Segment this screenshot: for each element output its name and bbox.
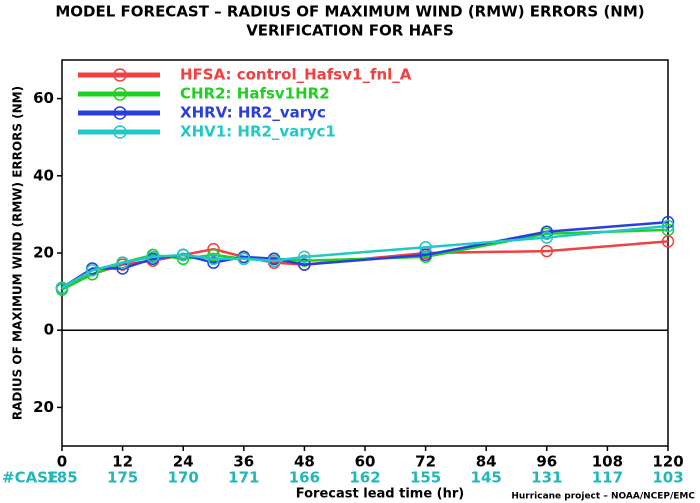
legend-label: XHRV: HR2_varyc	[180, 104, 326, 122]
series-marker	[176, 248, 190, 262]
y-tick-label: 0	[44, 321, 54, 339]
series-marker	[419, 248, 432, 262]
legend-label: XHV1: HR2_varyc1	[180, 123, 336, 141]
case-count: 185	[46, 469, 77, 487]
case-count: 145	[471, 469, 502, 487]
legend-marker	[113, 87, 127, 101]
legend-marker	[113, 125, 127, 139]
case-label: #CASE	[2, 469, 58, 487]
x-axis-label: Forecast lead time (hr)	[296, 487, 464, 502]
x-tick-label: 96	[536, 453, 557, 471]
y-tick-label: 20	[33, 398, 54, 416]
series-marker	[55, 281, 69, 294]
series-marker	[661, 215, 675, 229]
series-marker	[540, 244, 554, 258]
chart-subtitle: VERIFICATION FOR HAFS	[246, 22, 454, 40]
series-marker	[661, 219, 675, 233]
chart-title: MODEL FORECAST – RADIUS OF MAXIMUM WIND …	[55, 3, 644, 21]
y-tick-label: 20	[33, 244, 54, 262]
series-marker	[540, 231, 554, 244]
case-count: 162	[349, 469, 380, 487]
series-marker	[116, 256, 129, 269]
series-marker	[298, 258, 311, 271]
series-marker	[86, 264, 99, 277]
x-tick-label: 60	[355, 453, 376, 471]
x-tick-label: 108	[592, 453, 623, 471]
series-marker	[207, 256, 220, 269]
x-tick-label: 12	[112, 453, 133, 471]
x-tick-label: 24	[173, 453, 194, 471]
series-marker	[146, 250, 160, 264]
case-count: 166	[289, 469, 320, 487]
legend-marker	[113, 68, 127, 82]
case-count: 131	[531, 469, 562, 487]
case-count: 117	[592, 469, 623, 487]
case-count: 175	[107, 469, 138, 487]
series-marker	[176, 252, 190, 266]
x-tick-label: 48	[294, 453, 315, 471]
legend-marker	[113, 106, 127, 120]
series-marker	[207, 252, 220, 266]
y-axis-label: RADIUS OF MAXIMUM WIND (RMW) ERRORS (NM)	[11, 86, 25, 420]
legend-label: CHR2: Hafsv1HR2	[180, 85, 330, 103]
x-tick-label: 84	[476, 453, 497, 471]
series-marker	[419, 240, 432, 254]
series-marker	[207, 248, 220, 262]
series-marker	[298, 254, 311, 267]
case-count: 155	[410, 469, 441, 487]
series-marker	[661, 223, 675, 237]
x-tick-label: 0	[57, 453, 67, 471]
x-tick-label: 36	[233, 453, 254, 471]
series-marker	[298, 250, 311, 264]
y-tick-label: 60	[33, 89, 54, 107]
case-count: 103	[652, 469, 683, 487]
series-marker	[237, 252, 251, 266]
y-tick-label: 40	[33, 166, 54, 184]
case-count: 170	[168, 469, 199, 487]
x-tick-label: 72	[415, 453, 436, 471]
footer: Hurricane project – NOAA/NCEP/EMC	[511, 492, 695, 502]
series-line	[61, 224, 669, 289]
series-marker	[267, 254, 281, 267]
x-tick-label: 120	[652, 453, 683, 471]
case-count: 171	[228, 469, 259, 487]
legend-label: HFSA: control_Hafsv1_fnl_A	[180, 66, 412, 84]
